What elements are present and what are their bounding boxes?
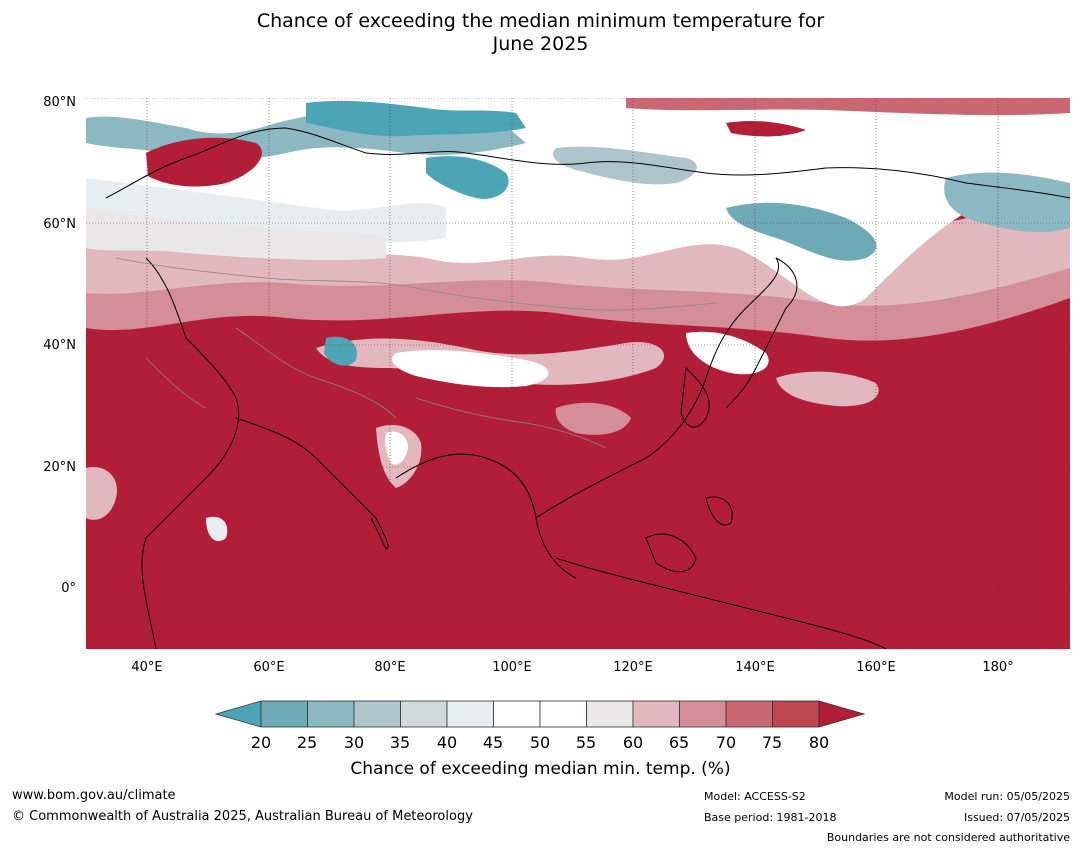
colorbar: [210, 698, 870, 758]
band-below-20-taimyr: [426, 156, 509, 199]
lat-label-80n: 80°N: [43, 95, 76, 110]
band-60-65-pacific: [776, 371, 879, 407]
colorbar-tick-80: 80: [808, 733, 830, 752]
colorbar-seg-45-50: [493, 700, 541, 728]
colorbar-tick-65: 65: [668, 733, 690, 752]
map-svg: [86, 98, 1070, 649]
lat-label-0: 0°: [61, 581, 76, 596]
band-70-75-north-edge: [626, 98, 1070, 116]
footer-url-link[interactable]: www.bom.gov.au/climate: [12, 788, 176, 803]
colorbar-tick-55: 55: [575, 733, 597, 752]
colorbar-over-triangle: [818, 700, 866, 728]
probability-map: [86, 98, 1070, 649]
colorbar-seg-40-45: [446, 700, 494, 728]
colorbar-tick-30: 30: [343, 733, 365, 752]
lat-label-20n: 20°N: [43, 460, 76, 475]
band-20-25-east: [726, 202, 877, 261]
colorbar-tick-35: 35: [389, 733, 411, 752]
colorbar-under-triangle: [214, 700, 262, 728]
colorbar-tick-70: 70: [715, 733, 737, 752]
colorbar-seg-75-80: [772, 700, 820, 728]
lat-label-40n: 40°N: [43, 338, 76, 353]
colorbar-tick-50: 50: [529, 733, 551, 752]
band-55-60-west: [86, 208, 386, 261]
lon-label-40e: 40°E: [131, 660, 163, 675]
band-40-45-horn: [206, 516, 228, 542]
lon-label-60e: 60°E: [253, 660, 285, 675]
lon-label-180: 180°: [982, 660, 1014, 675]
colorbar-tick-20: 20: [250, 733, 272, 752]
colorbar-tick-75: 75: [761, 733, 783, 752]
colorbar-seg-55-60: [586, 700, 634, 728]
colorbar-seg-65-70: [679, 700, 727, 728]
title-line-1: Chance of exceeding the median minimum t…: [256, 10, 825, 32]
map-title: Chance of exceeding the median minimum t…: [0, 10, 1081, 56]
band-30-35-central: [552, 146, 697, 185]
band-45-55-gobi: [392, 350, 549, 388]
country-borders: [115, 257, 717, 449]
colorbar-tick-25: 25: [296, 733, 318, 752]
footer-base-period: Base period: 1981-2018: [704, 811, 837, 824]
footer-model: Model: ACCESS-S2: [704, 790, 806, 803]
band-60-65-arabia: [86, 467, 117, 520]
colorbar-label: Chance of exceeding median min. temp. (%…: [350, 759, 731, 779]
coastlines: [105, 127, 1070, 649]
lat-label-60n: 60°N: [43, 217, 76, 232]
lon-label-140e: 140°E: [735, 660, 775, 675]
lon-label-100e: 100°E: [492, 660, 532, 675]
lon-label-120e: 120°E: [613, 660, 653, 675]
colorbar-svg: [214, 700, 866, 728]
lon-label-80e: 80°E: [374, 660, 406, 675]
footer-copyright: © Commonwealth of Australia 2025, Austra…: [12, 809, 473, 824]
colorbar-seg-70-75: [725, 700, 773, 728]
scandinavia-warm-patch: [146, 137, 262, 187]
band-25-30-east: [944, 172, 1070, 233]
colorbar-seg-30-35: [353, 700, 401, 728]
band-45-55-korea: [686, 331, 769, 375]
band-below-20-arctic: [306, 100, 526, 137]
title-line-2: June 2025: [492, 33, 589, 55]
lon-label-160e: 160°E: [856, 660, 896, 675]
colorbar-tick-40: 40: [436, 733, 458, 752]
colorbar-seg-35-40: [400, 700, 448, 728]
footer-boundaries-note: Boundaries are not considered authoritat…: [826, 831, 1070, 844]
colorbar-tick-45: 45: [482, 733, 504, 752]
colorbar-seg-20-25: [260, 700, 308, 728]
footer-issued: Issued: 07/05/2025: [963, 811, 1070, 824]
east-siberia-warm-spot: [726, 120, 806, 137]
colorbar-seg-60-65: [632, 700, 680, 728]
band-below-20-tianshan: [324, 336, 357, 366]
band-65-70-china-south: [555, 402, 631, 435]
colorbar-seg-50-55: [539, 700, 587, 728]
band-45-55-india: [385, 431, 408, 465]
graticule: [86, 98, 1070, 649]
footer-model-run: Model run: 05/05/2025: [944, 790, 1070, 803]
colorbar-tick-60: 60: [622, 733, 644, 752]
colorbar-seg-25-30: [307, 700, 355, 728]
